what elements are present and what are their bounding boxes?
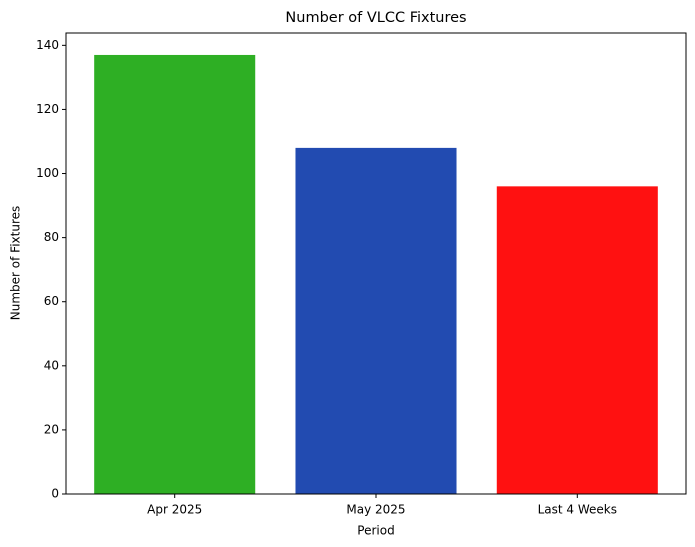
plot-frame [65,32,687,495]
x-axis-label: Period [357,524,394,538]
bar [496,186,658,494]
y-tick-label: 20 [44,422,59,436]
chart-title: Number of VLCC Fixtures [285,10,466,26]
bar [94,54,256,494]
y-tick-label: 140 [36,38,59,52]
y-tick-label: 60 [44,294,59,308]
bar [295,147,457,494]
y-tick-label: 0 [51,487,59,501]
y-tick-label: 120 [36,102,59,116]
x-tick-label: Last 4 Weeks [538,503,617,517]
y-tick-label: 100 [36,166,59,180]
x-tick-label: Apr 2025 [147,503,202,517]
y-axis-label: Number of Fixtures [9,206,23,320]
y-tick-label: 80 [44,230,59,244]
y-tick-label: 40 [44,358,59,372]
x-tick-label: May 2025 [346,503,405,517]
